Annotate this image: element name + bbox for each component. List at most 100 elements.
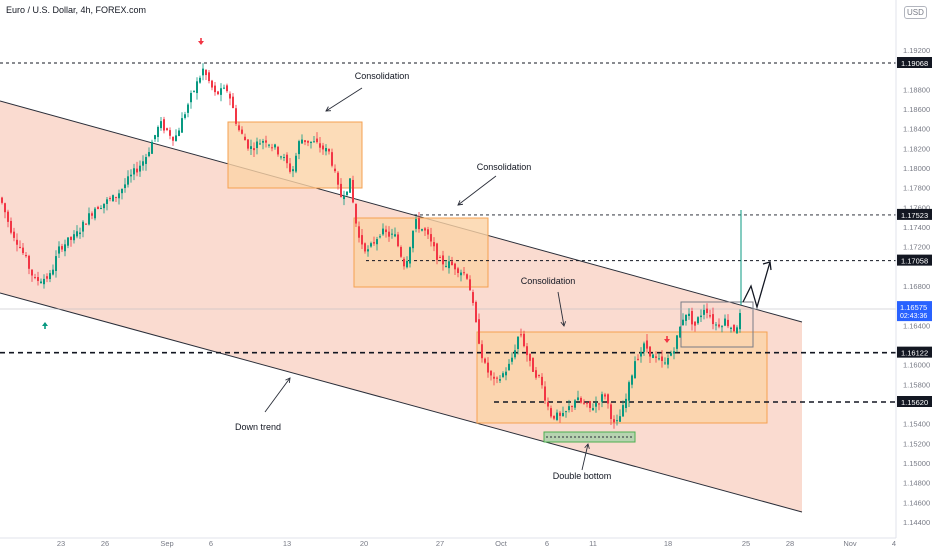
candle — [394, 234, 396, 237]
candle — [571, 406, 573, 408]
candle — [10, 220, 12, 233]
candle — [85, 223, 87, 225]
channel-upper-line — [0, 100, 803, 323]
candle — [502, 373, 504, 377]
candle — [214, 85, 216, 93]
candle — [196, 81, 198, 94]
candle — [478, 319, 480, 344]
candle — [373, 242, 375, 244]
candle — [520, 334, 522, 336]
candle — [610, 404, 612, 420]
candle — [541, 376, 543, 386]
candle — [52, 269, 54, 275]
candle — [277, 146, 279, 155]
candle — [139, 165, 141, 172]
breakout-box — [680, 301, 754, 348]
candle — [370, 243, 372, 247]
candle — [283, 157, 285, 159]
candle — [223, 87, 225, 89]
candle — [331, 152, 333, 166]
candle — [211, 80, 213, 88]
x-tick-label: 11 — [589, 539, 597, 548]
candle — [46, 276, 48, 279]
y-tick-label: 1.15620 — [901, 398, 928, 407]
projection-path — [742, 261, 771, 310]
x-tick-label: 4 — [892, 539, 896, 548]
double-bottom-box — [543, 431, 636, 443]
candle — [100, 208, 102, 210]
candle — [607, 394, 609, 404]
currency-badge[interactable]: USD — [904, 6, 927, 19]
candle — [463, 272, 465, 274]
candle — [454, 263, 456, 270]
candle — [274, 144, 276, 148]
candle — [385, 229, 387, 233]
candle — [34, 277, 36, 279]
candle — [421, 229, 423, 231]
pointer-arrow-head — [560, 321, 567, 327]
candle — [361, 235, 363, 245]
candle — [430, 234, 432, 242]
candle — [535, 370, 537, 378]
x-tick-label: 27 — [436, 539, 444, 548]
level-price-box — [897, 254, 932, 266]
candle — [490, 370, 492, 376]
candle — [598, 403, 600, 405]
candle — [205, 69, 207, 76]
candle — [526, 346, 528, 356]
candle — [739, 313, 741, 330]
y-tick-label: 1.16400 — [903, 321, 930, 330]
y-tick-label: 1.17400 — [903, 223, 930, 232]
candle — [145, 157, 147, 164]
candle — [736, 327, 738, 334]
candle — [226, 85, 228, 92]
x-tick-label: 28 — [786, 539, 794, 548]
candle — [259, 143, 261, 145]
y-tick-label: 1.17600 — [903, 203, 930, 212]
pointer-arrow-head — [584, 443, 590, 449]
candle — [487, 362, 489, 373]
up-arrow-icon-head — [42, 322, 48, 326]
candle — [61, 246, 63, 250]
candle — [403, 258, 405, 267]
candle — [112, 195, 114, 202]
candle — [238, 125, 240, 131]
candle — [556, 412, 558, 420]
candle — [718, 324, 720, 327]
level-price-box — [897, 346, 932, 358]
candle — [241, 129, 243, 134]
x-tick-label: Oct — [495, 539, 508, 548]
consolidation-label: Consolidation — [521, 276, 576, 286]
candle — [553, 415, 555, 419]
candle — [733, 324, 735, 332]
candle — [499, 379, 501, 381]
candle — [685, 314, 687, 321]
candle — [415, 219, 417, 229]
candle — [475, 302, 477, 323]
candle — [58, 246, 60, 254]
candle — [31, 269, 33, 276]
y-tick-label: 1.14600 — [903, 498, 930, 507]
y-tick-label: 1.16000 — [903, 361, 930, 370]
candle — [388, 231, 390, 237]
candle — [115, 196, 117, 198]
candle — [367, 249, 369, 252]
candle — [76, 231, 78, 237]
x-tick-label: 23 — [57, 539, 65, 548]
x-tick-label: 26 — [101, 539, 109, 548]
candle — [427, 229, 429, 235]
candle — [316, 138, 318, 143]
candle — [538, 375, 540, 377]
candle — [43, 278, 45, 285]
candle — [178, 130, 180, 136]
candle — [328, 148, 330, 152]
candle — [409, 247, 411, 264]
y-tick-label: 1.18800 — [903, 85, 930, 94]
candle — [652, 354, 654, 358]
candle — [157, 126, 159, 137]
candle — [265, 140, 267, 143]
candle — [721, 326, 723, 328]
x-tick-label: 13 — [283, 539, 291, 548]
candle — [187, 104, 189, 113]
